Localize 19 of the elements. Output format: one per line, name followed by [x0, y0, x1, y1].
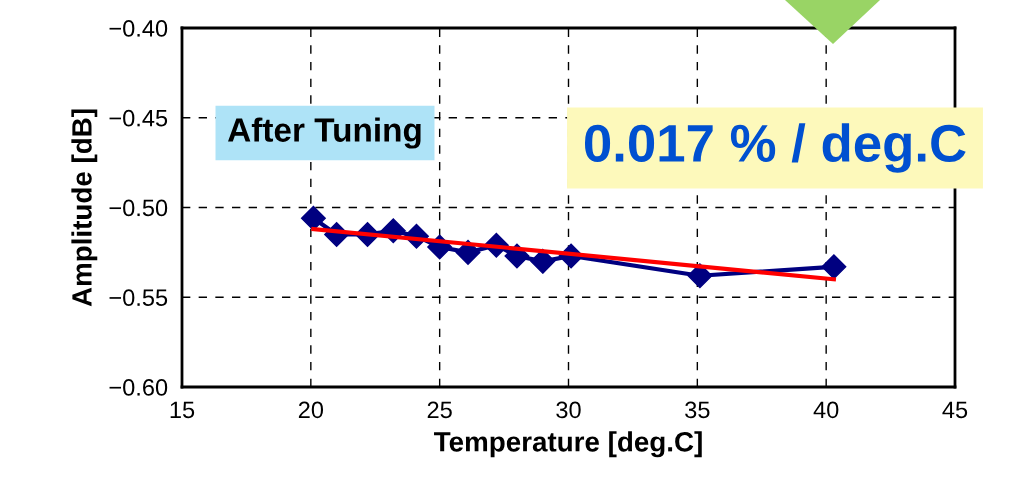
x-tick-label: 45 [942, 401, 968, 419]
annotation: After Tuning [228, 117, 421, 149]
x-tick-label: 30 [556, 401, 581, 419]
y-axis-title: Amplitude [dB] [71, 109, 98, 307]
x-tick-label: 15 [170, 401, 195, 419]
x-tick-label: 35 [685, 401, 710, 419]
y-tick-label: −0.55 [109, 289, 168, 307]
point [821, 254, 847, 280]
annotation: 0.017 % / deg.C [584, 123, 966, 173]
x-tick-label: 40 [813, 401, 839, 419]
y-tick-label: −0.50 [109, 199, 168, 217]
x-axis-title: Temperature [deg.C] [434, 431, 702, 458]
point [687, 263, 713, 289]
point [300, 205, 326, 231]
y-tick-label: −0.60 [109, 379, 168, 396]
y-tick-label: −0.45 [109, 109, 168, 127]
x-tick-label: 25 [427, 401, 452, 419]
x-tick-label: 20 [298, 401, 324, 419]
y-tick-label: −0.40 [109, 20, 168, 37]
